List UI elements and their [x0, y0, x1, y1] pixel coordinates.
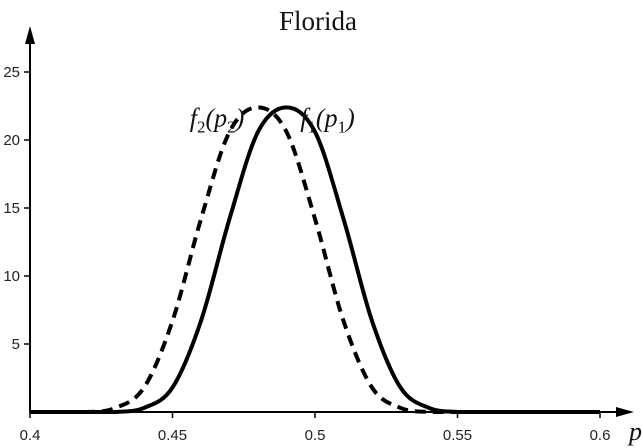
y-tick-label: 10	[3, 268, 20, 285]
series-label-part: (	[316, 103, 326, 132]
x-axis-label: p	[627, 417, 642, 446]
series-label-part: )	[234, 103, 245, 132]
y-tick-label: 15	[3, 200, 20, 217]
x-tick-label: 0.4	[20, 427, 41, 444]
y-tick-label: 25	[3, 64, 20, 81]
series-label-part: 1	[338, 117, 347, 136]
x-tick-label: 0.55	[443, 427, 472, 444]
series-label-part: 2	[227, 117, 236, 136]
series-group	[30, 105, 600, 414]
series-label-part: p	[323, 103, 338, 132]
y-tick-label: 5	[12, 336, 20, 353]
x-axis-arrow	[616, 407, 634, 417]
series-label-part: f	[190, 103, 201, 132]
series-label-part: p	[212, 103, 227, 132]
series-label-part: (	[205, 103, 215, 132]
series-label-part: )	[344, 103, 355, 132]
x-ticks: 0.4 0.45 0.5 0.55 0.6	[20, 412, 611, 444]
series-label-part: 1	[307, 117, 316, 136]
series-label-part: 2	[197, 117, 206, 136]
axes	[25, 26, 634, 417]
y-ticks: 5 10 15 20 25	[3, 64, 30, 353]
curve-labels: f1(p1)f2(p2)	[190, 103, 355, 136]
x-tick-label: 0.45	[158, 427, 187, 444]
y-axis-arrow	[25, 26, 35, 44]
series-1-label: f1(p1)	[300, 103, 355, 136]
x-tick-label: 0.6	[590, 427, 611, 444]
series-1-line	[30, 105, 600, 414]
series-2-label: f2(p2)	[190, 103, 245, 136]
series-label-part: f	[300, 103, 311, 132]
chart-title: Florida	[279, 6, 357, 36]
x-tick-label: 0.5	[305, 427, 326, 444]
y-tick-label: 20	[3, 132, 20, 149]
series-2-line	[30, 105, 600, 414]
